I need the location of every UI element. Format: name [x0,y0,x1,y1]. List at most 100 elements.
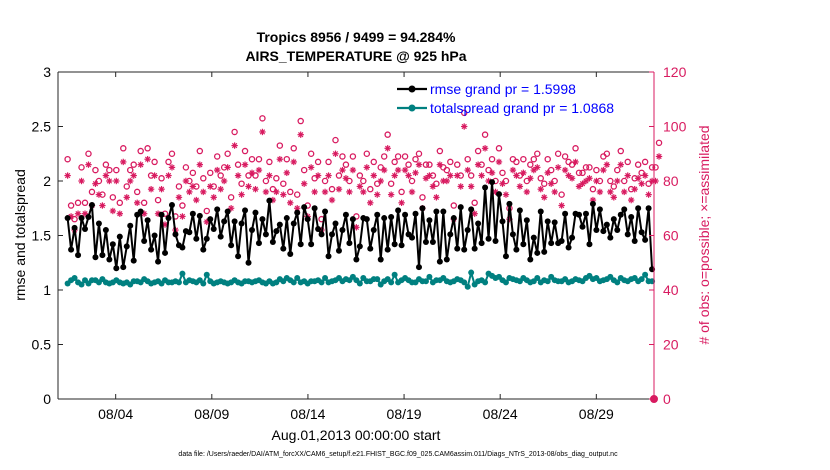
obs-possible-point [436,147,444,155]
obs-possible-point [346,177,353,185]
rmse-point [593,227,600,234]
totalspread-point [482,279,489,286]
obs-possible-point [328,185,336,193]
rmse-point [290,220,297,227]
totalspread-point [203,271,210,278]
obs-possible-point [314,158,322,166]
rmse-point [301,204,308,211]
rmse-point [172,231,179,238]
obs-assimilated-point [210,194,217,201]
obs-possible-point [113,166,120,174]
rmse-point [349,216,356,223]
obs-possible-point [78,164,85,171]
data-file-footer: data file: /Users/raeder/DAI/ATM_forcXX/… [178,451,618,458]
totalspread-point [179,270,186,277]
rmse-point [116,233,123,240]
rmse-point [461,246,468,253]
obs-assimilated-point [471,210,478,217]
obs-assimilated-point [624,172,631,179]
obs-assimilated-point [374,191,381,198]
obs-assimilated-point [634,175,642,182]
obs-possible-point [213,153,221,160]
right-tick-label: 40 [663,282,679,298]
rmse-point [492,237,499,244]
totalspread-point [642,271,649,278]
rmse-point [537,208,544,215]
obs-possible-point [380,153,388,160]
x-tick-label: 08/24 [483,406,518,422]
obs-assimilated-point [457,183,464,190]
obs-possible-point [363,150,371,157]
obs-assimilated-point [151,172,158,179]
legend-spread-marker [408,104,416,112]
legend-rmse-label: rmse grand pr = 1.5998 [430,81,576,97]
rmse-point [276,221,283,228]
rmse-point [429,239,436,246]
obs-assimilated-point [621,188,628,196]
obs-assimilated-point [610,194,618,201]
plot-area [58,72,654,399]
obs-assimilated-point [558,202,565,209]
obs-possible-point [405,161,412,168]
obs-possible-point [248,155,256,163]
obs-possible-point [321,177,329,185]
rmse-point [322,208,329,215]
rmse-point [88,201,95,208]
obs-assimilated-point [436,161,444,168]
obs-assimilated-point [255,166,263,174]
obs-assimilated-point [137,161,144,168]
obs-possible-point [95,177,103,185]
obs-possible-point [64,155,71,163]
rmse-point [603,221,610,228]
obs-possible-point [419,194,426,201]
obs-assimilated-point [499,180,506,187]
rmse-point [422,239,429,246]
rmse-point [485,235,492,242]
obs-possible-point [92,166,99,174]
rmse-point [409,234,416,241]
obs-possible-point [207,169,214,177]
obs-assimilated-point [467,183,475,190]
obs-possible-point [387,180,395,187]
obs-assimilated-point [127,177,134,185]
obs-assimilated-point [596,188,604,196]
obs-possible-point [534,150,541,157]
totalspread-point [318,279,325,286]
rmse-point [235,253,242,260]
obs-assimilated-point [405,172,412,179]
obs-possible-point [617,147,625,155]
obs-possible-point [502,177,510,185]
obs-possible-point [356,172,364,179]
obs-assimilated-point [541,194,548,201]
right-tick-label: 120 [663,64,687,80]
obs-possible-point [652,164,659,171]
rmse-point [287,251,294,258]
rmse-point [109,241,116,248]
obs-possible-point [610,183,618,190]
right-tick-label: 0 [663,391,671,407]
rmse-point [509,231,516,238]
obs-assimilated-point [516,183,524,190]
obs-assimilated-point [335,185,343,193]
rmse-point [95,220,102,227]
rmse-point [548,240,555,247]
totalspread-point [200,280,207,287]
obs-assimilated-point [415,161,423,168]
rmse-point [179,244,186,251]
rmse-point [610,216,617,223]
obs-possible-point [575,169,583,177]
obs-assimilated-point [290,158,297,166]
rmse-point [520,241,527,248]
obs-assimilated-point [106,177,113,185]
right-tick-label: 60 [663,228,679,244]
obs-possible-point [259,115,266,122]
x-tick-label: 08/04 [98,406,133,422]
totalspread-point [461,279,468,286]
totalspread-point [388,279,395,286]
obs-possible-point [179,202,186,209]
rmse-point [266,197,273,204]
obs-possible-point [335,172,343,179]
obs-assimilated-point [252,185,259,193]
rmse-point [596,206,603,213]
rmse-point [395,207,402,214]
